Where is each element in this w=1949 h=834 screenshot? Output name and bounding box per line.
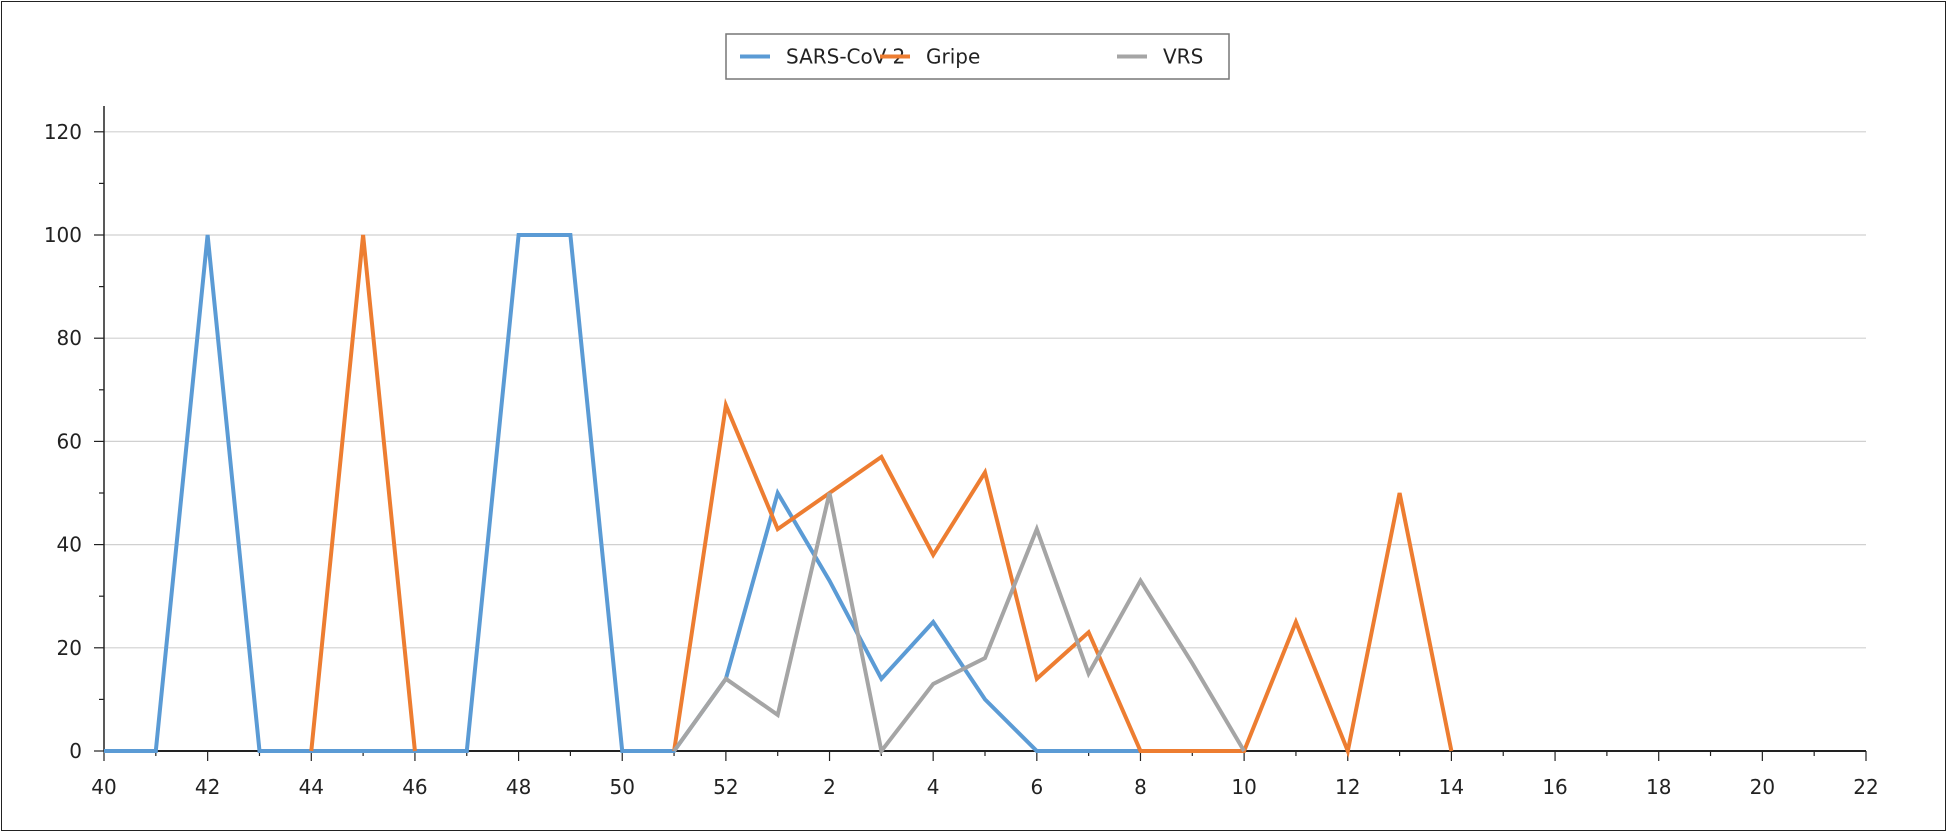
grid-lines [104,131,1866,649]
y-tick-label: 120 [44,120,82,144]
y-tick-label: 80 [57,326,82,350]
x-tick-label: 10 [1231,775,1256,799]
legend-label-vrs: VRS [1163,45,1203,69]
series-line-vrs [672,492,1246,756]
x-tick-label: 18 [1646,775,1671,799]
y-tick-label: 100 [44,223,82,247]
y-tick-label: 60 [57,429,82,453]
plot-background [104,106,1866,751]
x-tick-label: 14 [1439,775,1464,799]
x-tick-label: 48 [506,775,531,799]
x-tick-label: 4 [927,775,940,799]
x-tick-label: 16 [1542,775,1567,799]
x-tick-label: 20 [1750,775,1775,799]
legend: SARS-CoV-2 Gripe VRS [725,33,1230,80]
x-tick-label: 2 [823,775,836,799]
x-tick-label: 8 [1134,775,1147,799]
series-line-gripe [672,397,1454,758]
x-tick-label: 22 [1853,775,1878,799]
x-tick-label: 42 [195,775,220,799]
x-tick-label: 50 [610,775,635,799]
series-lines [104,233,1454,758]
y-tick-label: 40 [57,533,82,557]
y-tick-label: 0 [69,739,82,763]
x-tick-label: 12 [1335,775,1360,799]
x-tick-label: 52 [713,775,738,799]
legend-label-gripe: Gripe [926,45,980,69]
x-tick-label: 6 [1030,775,1043,799]
series-line-gripe [309,234,417,752]
plot-area [104,106,1866,751]
series-line-sars-cov-2 [104,233,1141,753]
x-tick-label: 46 [402,775,427,799]
x-tick-label: 44 [299,775,324,799]
x-tick-label: 40 [91,775,116,799]
y-tick-label: 20 [57,636,82,660]
